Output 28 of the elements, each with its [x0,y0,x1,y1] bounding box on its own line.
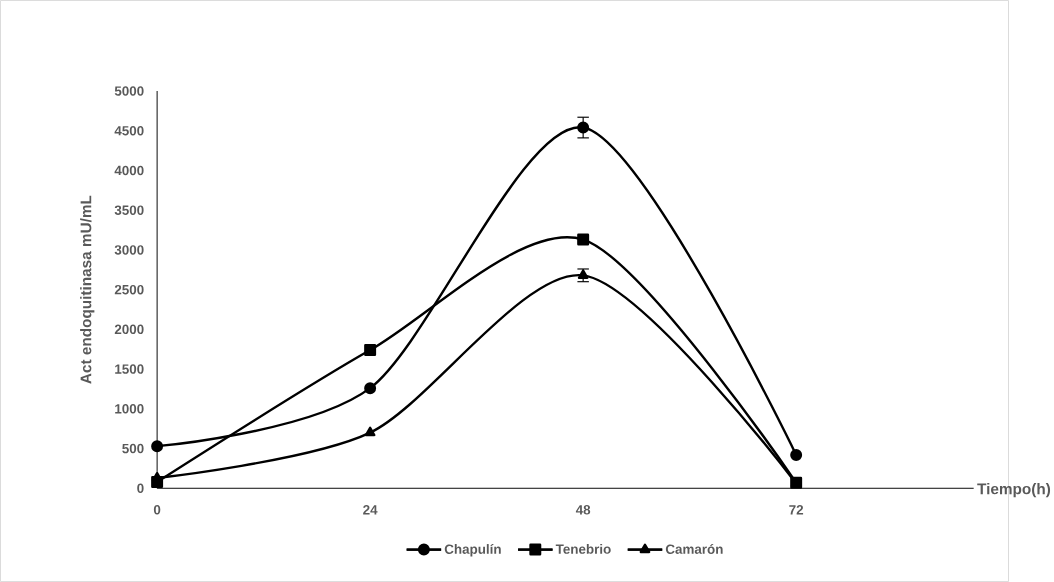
x-axis-title: Tiempo(h) [977,483,1051,498]
y-tick-label: 5000 [114,86,144,96]
y-tick-label: 2000 [114,324,144,335]
legend-label: Camarón [665,543,723,554]
point [577,121,590,134]
legend-label: Chapulín [444,543,501,557]
point [577,269,589,279]
y-tick-label: 4500 [114,125,144,136]
point [790,448,803,461]
y-tick-label: 4000 [114,165,144,176]
point [364,426,376,437]
point [364,344,377,356]
x-tick-label: 0 [153,505,161,515]
y-tick-label: 3000 [114,245,144,255]
y-tick-label: 1500 [115,364,144,374]
point [151,440,164,453]
y-axis-title: Act endoquitinasa mU/mL [80,195,95,384]
y-tick-label: 0 [137,483,144,494]
y-tick-label: 500 [122,443,144,454]
point [577,233,590,246]
x-tick-label: 48 [575,505,591,515]
y-tick-label: 3500 [114,205,144,215]
y-tick-label: 2500 [114,284,144,295]
point [364,382,377,395]
y-tick-label: 1000 [115,404,144,414]
legend-label: Tenebrio [555,543,611,554]
x-tick-label: 72 [789,505,804,515]
x-tick-label: 24 [363,505,378,515]
